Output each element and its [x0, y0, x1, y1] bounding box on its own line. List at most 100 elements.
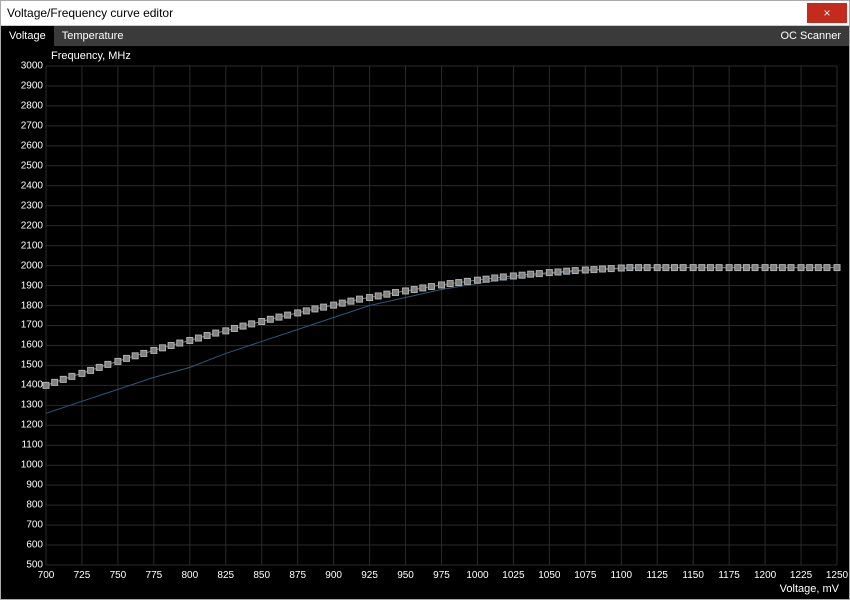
curve-point[interactable] — [60, 376, 66, 382]
curve-point[interactable] — [357, 296, 363, 302]
x-tick-label: 750 — [110, 570, 127, 581]
curve-point[interactable] — [627, 265, 633, 271]
curve-point[interactable] — [124, 355, 130, 361]
curve-point[interactable] — [464, 278, 470, 284]
x-tick-label: 1150 — [682, 570, 704, 581]
curve-point[interactable] — [536, 271, 542, 277]
curve-point[interactable] — [428, 284, 434, 290]
curve-point[interactable] — [618, 265, 624, 271]
curve-point[interactable] — [159, 345, 165, 351]
curve-point[interactable] — [348, 298, 354, 304]
curve-point[interactable] — [798, 265, 804, 271]
curve-point[interactable] — [572, 268, 578, 274]
curve-point[interactable] — [510, 273, 516, 279]
curve-point[interactable] — [582, 267, 588, 273]
curve-point[interactable] — [743, 265, 749, 271]
curve-point[interactable] — [303, 308, 309, 314]
curve-point[interactable] — [707, 265, 713, 271]
curve-point[interactable] — [735, 265, 741, 271]
tab-oc-scanner[interactable]: OC Scanner — [772, 26, 849, 46]
curve-point[interactable] — [636, 265, 642, 271]
curve-point[interactable] — [456, 280, 462, 286]
curve-point[interactable] — [663, 265, 669, 271]
curve-point[interactable] — [52, 379, 58, 385]
curve-point[interactable] — [528, 271, 534, 277]
curve-point[interactable] — [223, 328, 229, 334]
curve-point[interactable] — [779, 265, 785, 271]
curve-point[interactable] — [339, 300, 345, 306]
curve-point[interactable] — [177, 340, 183, 346]
curve-point[interactable] — [680, 265, 686, 271]
curve-point[interactable] — [564, 268, 570, 274]
curve-point[interactable] — [96, 364, 102, 370]
curve-point[interactable] — [79, 370, 85, 376]
curve-point[interactable] — [492, 275, 498, 281]
curve-point[interactable] — [115, 358, 121, 364]
curve-point[interactable] — [285, 312, 291, 318]
curve-point[interactable] — [403, 288, 409, 294]
chart-area[interactable]: Frequency, MHz Voltage, mV 5006007008009… — [1, 46, 849, 599]
curve-point[interactable] — [276, 314, 282, 320]
window: Voltage/Frequency curve editor × Voltage… — [0, 0, 850, 600]
y-tick-label: 2300 — [3, 200, 43, 211]
curve-point[interactable] — [654, 265, 660, 271]
curve-point[interactable] — [411, 287, 417, 293]
curve-point[interactable] — [834, 265, 840, 271]
curve-point[interactable] — [88, 367, 94, 373]
curve-point[interactable] — [151, 347, 157, 353]
curve-point[interactable] — [204, 332, 210, 338]
curve-point[interactable] — [249, 321, 255, 327]
tab-temperature[interactable]: Temperature — [54, 26, 132, 46]
curve-point[interactable] — [267, 316, 273, 322]
curve-point[interactable] — [824, 265, 830, 271]
curve-point[interactable] — [105, 361, 111, 367]
curve-point[interactable] — [591, 267, 597, 273]
curve-point[interactable] — [259, 318, 265, 324]
curve-point[interactable] — [367, 295, 373, 301]
curve-point[interactable] — [392, 290, 398, 296]
curve-point[interactable] — [600, 266, 606, 272]
curve-point[interactable] — [321, 304, 327, 310]
window-close-button[interactable]: × — [807, 3, 847, 23]
curve-point[interactable] — [608, 266, 614, 272]
curve-point[interactable] — [439, 282, 445, 288]
curve-point[interactable] — [762, 265, 768, 271]
curve-point[interactable] — [752, 265, 758, 271]
curve-point[interactable] — [716, 265, 722, 271]
curve-point[interactable] — [771, 265, 777, 271]
curve-point[interactable] — [295, 310, 301, 316]
curve-point[interactable] — [644, 265, 650, 271]
x-tick-label: 775 — [146, 570, 163, 581]
curve-point[interactable] — [699, 265, 705, 271]
curve-point[interactable] — [141, 350, 147, 356]
curve-point[interactable] — [815, 265, 821, 271]
curve-point[interactable] — [474, 277, 480, 283]
curve-point[interactable] — [43, 382, 49, 388]
curve-point[interactable] — [726, 265, 732, 271]
curve-point[interactable] — [690, 265, 696, 271]
curve-point[interactable] — [420, 285, 426, 291]
curve-point[interactable] — [447, 281, 453, 287]
curve-point[interactable] — [555, 269, 561, 275]
curve-point[interactable] — [519, 272, 525, 278]
curve-point[interactable] — [384, 291, 390, 297]
curve-point[interactable] — [168, 342, 174, 348]
curve-point[interactable] — [546, 270, 552, 276]
curve-point[interactable] — [187, 337, 193, 343]
curve-point[interactable] — [807, 265, 813, 271]
curve-point[interactable] — [500, 274, 506, 280]
curve-point[interactable] — [671, 265, 677, 271]
curve-point[interactable] — [788, 265, 794, 271]
curve-point[interactable] — [195, 335, 201, 341]
curve-point[interactable] — [240, 323, 246, 329]
curve-point[interactable] — [132, 353, 138, 359]
curve-point[interactable] — [213, 330, 219, 336]
curve-point[interactable] — [312, 306, 318, 312]
tab-voltage[interactable]: Voltage — [1, 26, 54, 46]
curve-point[interactable] — [231, 325, 237, 331]
curve-point[interactable] — [69, 373, 75, 379]
curve-point[interactable] — [483, 276, 489, 282]
curve-point[interactable] — [375, 293, 381, 299]
curve-point[interactable] — [331, 302, 337, 308]
tab-label: OC Scanner — [780, 30, 841, 42]
